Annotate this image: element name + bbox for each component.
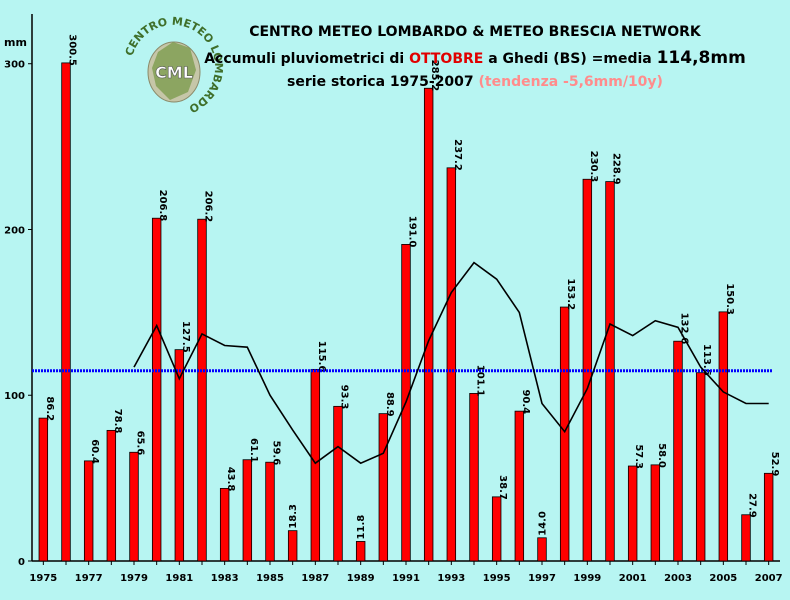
bar: [673, 340, 683, 562]
bar-data-label: 127.5: [180, 321, 191, 353]
x-tick-label: 2001: [619, 573, 647, 584]
bar-data-label: 61.1: [248, 438, 259, 463]
bar: [83, 460, 94, 562]
bar: [537, 537, 547, 562]
bar: [695, 372, 706, 562]
chart-title-line3: serie storica 1975-2007 (tendenza -5,6mm…: [160, 74, 790, 90]
bar: [106, 429, 117, 562]
bar-data-label: 11.8: [356, 515, 367, 540]
bar-data-label: 86.2: [44, 396, 55, 421]
bar-data-label: 57.3: [633, 444, 644, 469]
title-mean-value: 114,8mm: [656, 48, 746, 68]
x-tick-label: 1979: [120, 573, 148, 584]
bar: [559, 306, 570, 562]
bar-data-label: 101.1: [475, 365, 486, 397]
bar-data-label: 18.3: [288, 504, 299, 529]
bar-data-label: 237.2: [452, 139, 463, 171]
bar-data-label: 206.2: [203, 191, 214, 223]
y-axis-unit: mm: [4, 36, 27, 49]
x-tick-label: 1989: [347, 573, 375, 584]
bar: [469, 393, 479, 562]
bar: [491, 496, 502, 562]
bar: [718, 311, 729, 562]
bar: [650, 464, 661, 562]
bar: [446, 167, 457, 562]
bar-data-label: 88.9: [384, 392, 395, 417]
y-tick-label: 200: [4, 225, 25, 236]
bar: [197, 218, 207, 562]
bar-data-label: 93.3: [339, 385, 350, 410]
title-line2-prefix: Accumuli pluviometrici di: [204, 51, 410, 67]
bar-data-label: 43.8: [225, 467, 236, 492]
bar: [287, 530, 298, 562]
moving-average-line: [133, 261, 769, 465]
x-tick-label: 1981: [165, 573, 193, 584]
bar-data-label: 132.6: [679, 313, 690, 345]
x-tick-label: 1987: [301, 573, 329, 584]
bar-data-label: 14.0: [538, 511, 549, 536]
bar: [514, 410, 525, 562]
chart-title-line2: Accumuli pluviometrici di OTTOBRE a Ghed…: [160, 48, 790, 68]
x-tick-label: 1995: [483, 573, 511, 584]
bar-data-label: 150.3: [724, 283, 735, 315]
bar: [129, 451, 139, 562]
x-tick-label: 1997: [528, 573, 556, 584]
bar-data-label: 38.7: [497, 475, 508, 500]
bar: [741, 514, 751, 562]
bar-data-label: 230.3: [588, 151, 599, 183]
x-tick-label: 1983: [211, 573, 239, 584]
x-tick-label: 1993: [437, 573, 465, 584]
bar-data-label: 300.5: [67, 34, 78, 66]
bar: [242, 459, 253, 562]
bar: [763, 472, 774, 562]
x-tick-label: 1999: [573, 573, 601, 584]
bar-data-label: 153.2: [565, 278, 576, 310]
bar-data-label: 115.6: [316, 341, 327, 373]
bar-data-label: 285.2: [429, 60, 440, 92]
bar: [174, 349, 185, 562]
x-tick-label: 2003: [664, 573, 692, 584]
bar: [151, 217, 162, 562]
bar-data-label: 52.9: [769, 452, 780, 477]
bar-data-label: 113.6: [701, 344, 712, 376]
bar-data-label: 58.0: [656, 443, 667, 468]
x-tick-label: 2005: [709, 573, 737, 584]
title-trend: (tendenza -5,6mm/10y): [478, 74, 663, 90]
x-tick-label: 1985: [256, 573, 284, 584]
bar: [219, 487, 230, 562]
chart-title-line1: CENTRO METEO LOMBARDO & METEO BRESCIA NE…: [249, 24, 701, 40]
bar: [61, 62, 71, 562]
title-series-range: serie storica 1975-2007: [287, 74, 479, 90]
bar: [378, 413, 389, 562]
x-tick-label: 1975: [29, 573, 57, 584]
bar-data-label: 90.4: [520, 389, 531, 414]
bar-data-label: 78.8: [112, 409, 123, 434]
x-tick-label: 1991: [392, 573, 420, 584]
cml-logo: CML CENTRO METEO LOMBARDO: [123, 15, 225, 116]
bar: [423, 87, 434, 562]
y-tick-label: 0: [18, 557, 25, 568]
bar-data-label: 228.9: [611, 153, 622, 185]
bar-data-label: 191.0: [407, 216, 418, 248]
bar: [333, 405, 343, 562]
bar: [265, 461, 275, 562]
bar-data-label: 27.9: [747, 493, 758, 518]
bar-data-label: 206.8: [157, 190, 168, 222]
bar-data-label: 59.6: [271, 441, 282, 466]
y-tick-label: 300: [4, 60, 25, 71]
bar: [38, 417, 49, 562]
bar-data-label: 60.4: [89, 439, 100, 464]
bar: [355, 541, 366, 562]
bar: [310, 368, 321, 562]
logo-text: CML: [155, 63, 193, 82]
title-month: OTTOBRE: [409, 51, 484, 67]
x-tick-label: 2007: [755, 573, 783, 584]
x-tick-label: 1977: [75, 573, 103, 584]
bar-data-label: 65.6: [135, 431, 146, 456]
bar: [627, 465, 638, 562]
title-line2-mid: a Ghedi (BS) =media: [483, 51, 657, 67]
y-tick-label: 100: [4, 391, 25, 402]
